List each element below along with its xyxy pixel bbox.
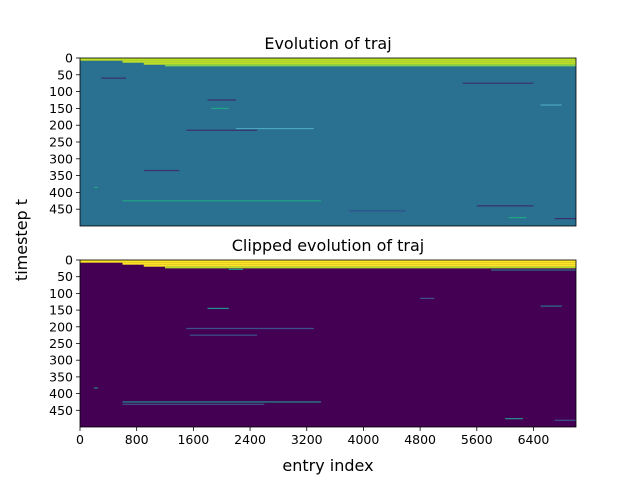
heatmap-band [80, 260, 576, 263]
y-tick-label: 150 [49, 303, 73, 318]
heatmap-band [122, 60, 576, 63]
y-tick-label: 0 [65, 253, 73, 268]
heatmap-background [80, 260, 576, 427]
y-axis-label: timestep t [12, 199, 31, 281]
heatmap-streak [122, 200, 321, 202]
heatmap-streak [505, 418, 523, 420]
y-tick-label: 400 [49, 185, 73, 200]
heatmap-background [80, 58, 576, 226]
heatmap-streak [554, 419, 576, 421]
x-tick-label: 4800 [404, 432, 436, 447]
heatmap-band [165, 266, 576, 269]
panel-title: Evolution of traj [264, 34, 391, 53]
y-tick-label: 250 [49, 336, 73, 351]
heatmap-band [165, 64, 576, 67]
heatmap-streak [189, 334, 258, 336]
heatmap-streak [207, 307, 229, 310]
x-tick-label: 5600 [461, 432, 493, 447]
heatmap-streak [94, 387, 98, 389]
y-tick-label: 0 [65, 51, 73, 66]
heatmap-streak [94, 186, 98, 188]
heatmap-band [143, 62, 576, 65]
y-tick-label: 100 [49, 84, 73, 99]
y-tick-label: 150 [49, 101, 73, 116]
x-tick-label: 0 [76, 432, 84, 447]
heatmap-streak [186, 129, 258, 131]
heatmap-panel-bottom: Clipped evolution of traj 05010015020025… [49, 236, 577, 447]
x-tick-label: 6400 [518, 432, 550, 447]
y-tick-label: 350 [49, 168, 73, 183]
heatmap-streak [540, 104, 562, 106]
heatmap-streak [207, 99, 236, 101]
heatmap-streak [490, 269, 576, 271]
heatmap-streak [143, 169, 180, 172]
heatmap-streak [186, 327, 314, 330]
heatmap-streak [476, 205, 534, 207]
heatmap-streak [508, 217, 527, 219]
heatmap-streak [211, 107, 229, 109]
y-tick-label: 100 [49, 286, 73, 301]
heatmap-streak [554, 218, 576, 220]
y-tick-label: 300 [49, 151, 73, 166]
heatmap-streak [540, 305, 562, 307]
x-tick-label: 3200 [291, 432, 323, 447]
x-tick-label: 2400 [234, 432, 266, 447]
y-tick-label: 50 [57, 269, 73, 284]
y-tick-label: 450 [49, 403, 73, 418]
heatmap-streak [122, 401, 321, 403]
heatmap-streak [462, 82, 534, 84]
x-tick-label: 1600 [177, 432, 209, 447]
y-tick-label: 200 [49, 319, 73, 334]
heatmap-streak [101, 77, 127, 79]
y-tick-label: 50 [57, 67, 73, 82]
x-tick-label: 4000 [348, 432, 380, 447]
heatmap-streak [235, 127, 314, 130]
heatmap-band [122, 262, 576, 265]
heatmap-streak [349, 210, 406, 212]
heatmap-streak [122, 403, 265, 405]
x-axis-label: entry index [282, 456, 373, 475]
y-tick-label: 350 [49, 369, 73, 384]
heatmap-band [80, 58, 576, 61]
heatmap-streak [228, 268, 243, 270]
y-tick-label: 300 [49, 353, 73, 368]
y-tick-label: 200 [49, 118, 73, 133]
y-tick-label: 250 [49, 135, 73, 150]
heatmap-band [143, 264, 576, 267]
heatmap-streak [420, 297, 435, 300]
panel-title: Clipped evolution of traj [232, 236, 425, 255]
y-tick-label: 400 [49, 386, 73, 401]
x-tick-label: 800 [125, 432, 149, 447]
y-tick-label: 450 [49, 202, 73, 217]
